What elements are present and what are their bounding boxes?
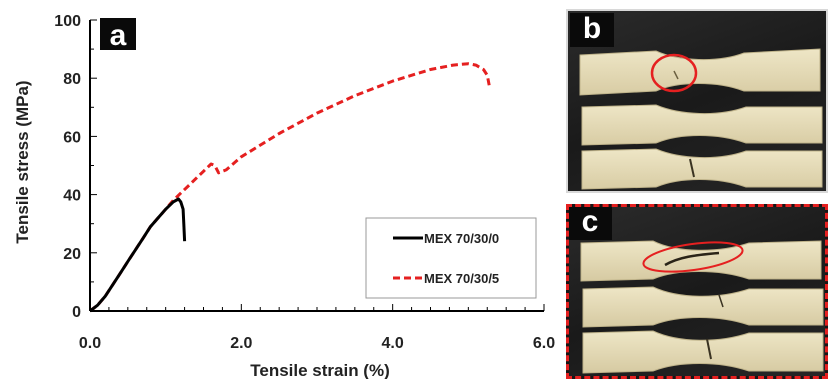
- chart-background: [0, 0, 566, 379]
- specimen-3-fracture: [706, 338, 712, 360]
- specimen-2: [581, 104, 823, 146]
- specimen-3-fracture: [689, 158, 695, 178]
- y-tick-label: 0: [72, 304, 81, 321]
- legend-entry-mex-70-30-0: MEX 70/30/0: [424, 231, 499, 246]
- specimen-photo-c: [580, 240, 824, 374]
- panel-a-badge-bg: [100, 18, 136, 50]
- panel-c-badge: c: [569, 207, 612, 240]
- y-tick-label: 100: [54, 13, 81, 30]
- y-tick-labels: 0 20 40 60 80 100: [54, 13, 81, 321]
- x-tick-label: 2.0: [230, 335, 252, 352]
- y-axis-label: Tensile stress (MPa): [13, 80, 32, 243]
- tensile-chart: 0.0 2.0 4.0 6.0 0 20 40 60 80 100 Tensile strain…: [0, 0, 566, 379]
- panel-a-letter: a: [110, 19, 127, 52]
- photo-panel-b: b: [566, 9, 828, 193]
- y-tick-label: 40: [63, 188, 81, 205]
- fracture-highlight-circle: [650, 53, 698, 93]
- x-tick-label: 0.0: [79, 335, 101, 352]
- photo-panel-c: c: [566, 204, 828, 379]
- specimen-1: [580, 240, 822, 282]
- legend-entry-mex-70-30-5: MEX 70/30/5: [424, 271, 499, 286]
- y-tick-label: 80: [63, 71, 81, 88]
- specimen-3: [581, 148, 823, 190]
- specimen-photo-b: [579, 48, 823, 190]
- x-tick-labels: 0.0 2.0 4.0 6.0: [79, 335, 555, 352]
- y-tick-label: 60: [63, 129, 81, 146]
- x-tick-label: 6.0: [533, 335, 555, 352]
- y-tick-label: 20: [63, 246, 81, 263]
- specimen-1: [579, 48, 821, 96]
- specimen-1-crack: [664, 251, 720, 267]
- specimen-3: [582, 330, 824, 374]
- x-tick-label: 4.0: [382, 335, 404, 352]
- series-lines: [89, 62, 491, 313]
- specimen-1-crack: [673, 70, 679, 80]
- specimen-2-crack: [718, 294, 724, 308]
- panel-a-badge: a: [100, 18, 136, 52]
- legend-box: [365, 217, 537, 299]
- legend: MEX 70/30/0 MEX 70/30/5: [365, 217, 537, 299]
- panel-b-badge: b: [570, 13, 614, 47]
- x-axis-label: Tensile strain (%): [250, 361, 390, 379]
- specimen-2: [582, 286, 824, 328]
- crack-highlight-ellipse: [642, 241, 744, 273]
- series-line-mex-70-30-0: [89, 197, 187, 313]
